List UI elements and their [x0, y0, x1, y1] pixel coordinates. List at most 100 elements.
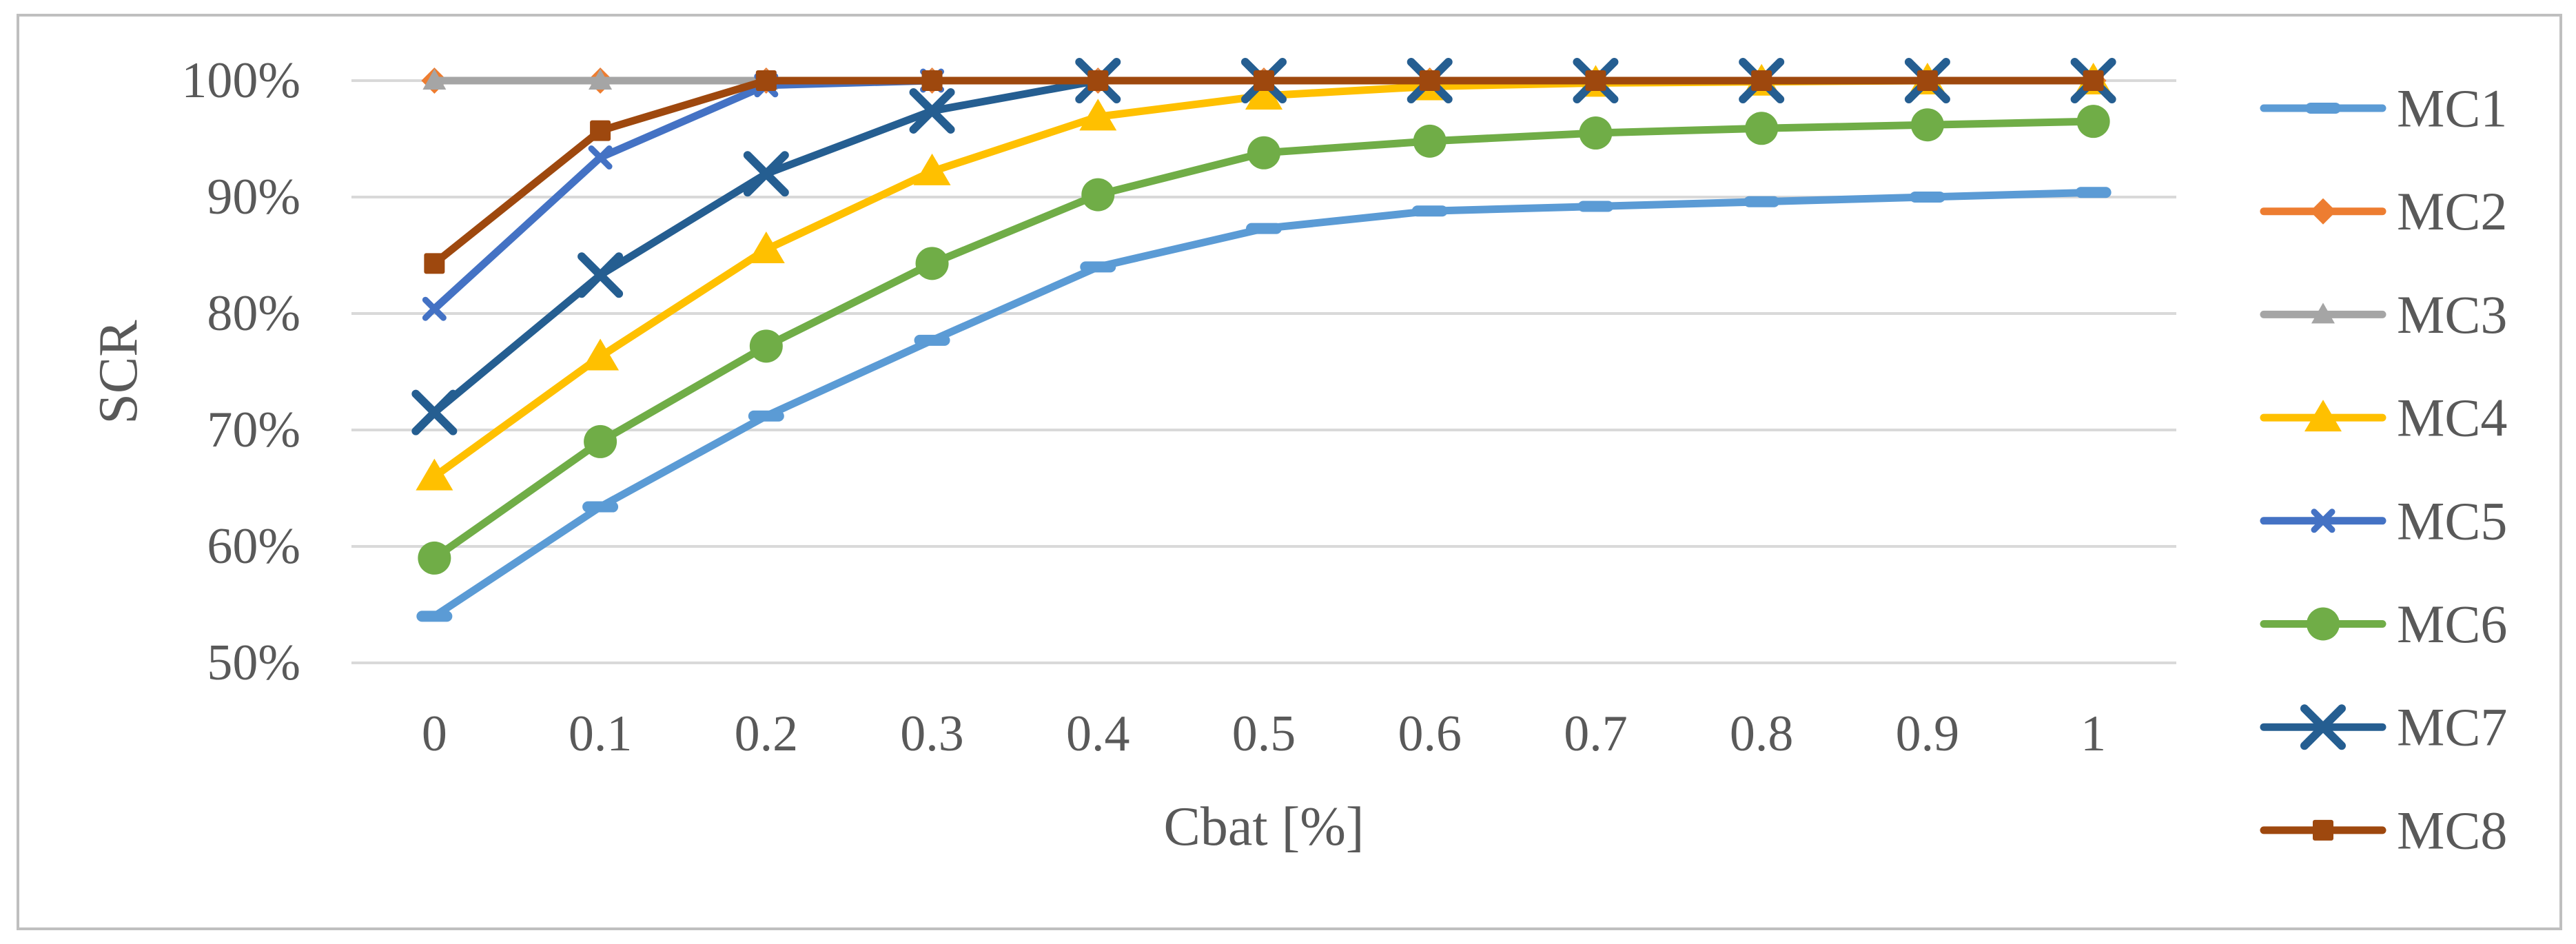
series-MC7-marker-0.1 [577, 252, 624, 298]
series-MC1-line [430, 188, 2098, 620]
series-MC6-marker-1 [2076, 105, 2110, 138]
series-MC6-marker-0.2 [749, 329, 783, 363]
legend-label-MC2: MC2 [2397, 181, 2507, 241]
y-tick-label-90: 90% [207, 169, 300, 225]
y-axis-title: SCR [88, 320, 149, 424]
series-MC5-line [430, 76, 2098, 313]
series-MC8-marker-0.4 [1087, 70, 1109, 91]
series-MC1-marker-0.8 [1744, 196, 1780, 207]
series-MC6 [418, 105, 2110, 575]
x-tick-label-0: 0 [422, 706, 447, 762]
legend-item-MC2: MC2 [2260, 181, 2507, 241]
x-tick-label-0.4: 0.4 [1066, 706, 1130, 762]
legend-label-MC4: MC4 [2397, 388, 2507, 448]
series-MC1-marker-0.3 [914, 334, 950, 346]
series-MC7-marker-0 [411, 389, 458, 435]
legend-label-MC7: MC7 [2397, 697, 2507, 757]
series-MC6-marker-0.3 [915, 247, 949, 280]
series-MC4-marker-0 [416, 458, 453, 491]
series-MC1 [416, 187, 2112, 622]
x-axis-tick-labels: 0 0.1 0.2 0.3 0.4 0.5 0.6 0.7 0.8 0.9 1 [422, 706, 2106, 762]
series-MC8 [424, 70, 2104, 274]
y-tick-label-70: 70% [207, 402, 300, 458]
x-tick-label-0.9: 0.9 [1896, 706, 1960, 762]
x-tick-label-1: 1 [2081, 706, 2106, 762]
legend-item-MC6: MC6 [2260, 594, 2507, 654]
x-tick-label-0.7: 0.7 [1564, 706, 1628, 762]
legend-swatch-marker-MC5 [2311, 509, 2335, 533]
series-MC8-marker-0.9 [1916, 70, 1938, 91]
series-MC8-marker-0.2 [755, 70, 777, 91]
series-MC4-marker-0.3 [913, 153, 951, 185]
series-MC1-marker-0.2 [748, 410, 784, 422]
series-MC1-marker-0.1 [582, 501, 619, 513]
series-MC8-marker-0.5 [1254, 70, 1274, 91]
series-MC1-marker-0.7 [1577, 201, 1614, 212]
series-MC8-marker-0.1 [590, 120, 611, 141]
series-lines [411, 58, 2116, 622]
series-MC4-marker-0.5 [1245, 77, 1282, 110]
legend-item-MC7: MC7 [2260, 697, 2507, 757]
x-tick-label-0.6: 0.6 [1398, 706, 1462, 762]
x-tick-label-0.2: 0.2 [735, 706, 799, 762]
series-MC6-marker-0.4 [1081, 178, 1115, 212]
x-axis-title: Cbat [%] [1163, 797, 1364, 857]
legend-item-MC8: MC8 [2260, 800, 2507, 860]
series-MC6-marker-0.5 [1247, 136, 1280, 170]
x-tick-label-0.8: 0.8 [1730, 706, 1794, 762]
y-tick-label-80: 80% [207, 285, 300, 342]
series-MC7 [411, 58, 2116, 435]
legend-swatch-marker-MC1 [2305, 103, 2341, 114]
series-MC8-marker-0.3 [921, 70, 943, 91]
series-MC4-marker-0.2 [747, 232, 785, 264]
series-MC8-marker-0 [424, 253, 445, 274]
figure-border [17, 14, 2562, 930]
legend-swatch-marker-MC3 [2311, 302, 2335, 324]
series-MC1-marker-0.5 [1246, 223, 1282, 234]
legend-swatch-marker-MC2 [2310, 198, 2336, 225]
series-MC8-marker-0.8 [1751, 70, 1772, 91]
series-MC8-marker-0.7 [1585, 70, 1606, 91]
y-tick-label-100: 100% [181, 52, 300, 109]
series-MC7-marker-0.2 [743, 151, 789, 197]
legend-item-MC3: MC3 [2260, 285, 2507, 345]
series-MC6-marker-0.8 [1745, 112, 1779, 145]
legend-label-MC6: MC6 [2397, 594, 2507, 654]
series-MC6-marker-0.1 [584, 424, 617, 458]
series-MC1-marker-0 [416, 610, 453, 622]
series-MC6-marker-0.7 [1579, 116, 1613, 150]
series-MC6-line [430, 117, 2098, 562]
y-axis-tick-labels: 100% 90% 80% 70% 60% 50% [181, 52, 300, 691]
legend-label-MC3: MC3 [2397, 285, 2507, 345]
legend-swatch-marker-MC6 [2307, 607, 2340, 641]
y-tick-label-60: 60% [207, 518, 300, 575]
legend: MC1 MC2 MC3 MC4 MC5 MC6 MC7 MC8 [2260, 79, 2507, 860]
x-tick-label-0.3: 0.3 [900, 706, 964, 762]
legend-swatch-marker-MC4 [2304, 400, 2342, 432]
series-MC5-marker-0 [422, 296, 447, 321]
series-MC6-marker-0.6 [1413, 124, 1447, 158]
series-MC1-marker-0.4 [1080, 261, 1116, 273]
series-MC8-marker-0.6 [1419, 70, 1440, 91]
legend-label-MC5: MC5 [2397, 491, 2507, 551]
y-tick-label-50: 50% [207, 635, 300, 691]
legend-swatch-marker-MC8 [2313, 819, 2333, 841]
series-MC1-marker-0.6 [1411, 205, 1448, 217]
series-MC1-marker-0.9 [1909, 192, 1945, 203]
legend-swatch-marker-MC7 [2300, 704, 2346, 750]
series-MC1-marker-1 [2075, 187, 2112, 198]
series-MC4-marker-0.1 [582, 338, 620, 371]
legend-label-MC8: MC8 [2397, 800, 2507, 860]
series-MC5-marker-0.1 [588, 145, 613, 170]
legend-item-MC4: MC4 [2260, 388, 2507, 448]
series-MC3-marker-0.1 [589, 69, 613, 90]
legend-item-MC5: MC5 [2260, 491, 2507, 551]
legend-label-MC1: MC1 [2397, 79, 2507, 138]
series-MC7-marker-0.3 [909, 88, 955, 134]
series-MC6-marker-0.9 [1910, 108, 1944, 142]
series-MC4-marker-0.4 [1079, 99, 1117, 131]
x-tick-label-0.5: 0.5 [1232, 706, 1296, 762]
legend-item-MC1: MC1 [2260, 79, 2507, 138]
